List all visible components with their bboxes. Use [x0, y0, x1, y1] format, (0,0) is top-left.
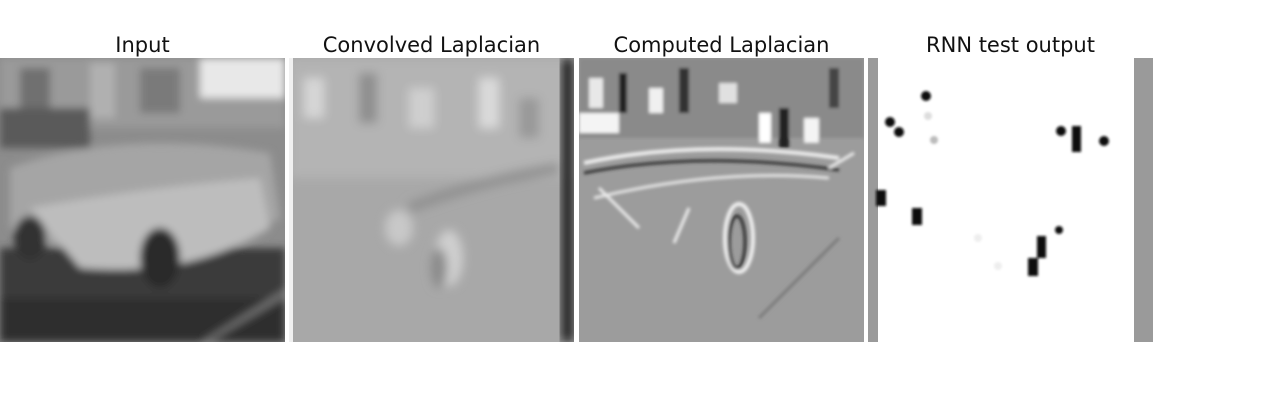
rnn-test-output-image	[868, 58, 1153, 342]
panel-convolved-laplacian: Convolved Laplacian	[289, 0, 574, 342]
panel-input: Input	[0, 0, 285, 342]
input-image	[0, 58, 285, 342]
panel-title: Input	[115, 33, 170, 57]
computed-laplacian-image	[579, 58, 864, 342]
panel-title: Computed Laplacian	[613, 33, 830, 57]
panel-title: RNN test output	[926, 33, 1095, 57]
panel-title: Convolved Laplacian	[322, 33, 541, 57]
convolved-laplacian-image	[289, 58, 574, 342]
panel-rnn-test-output: RNN test output	[868, 0, 1153, 342]
panel-computed-laplacian: Computed Laplacian	[579, 0, 864, 342]
